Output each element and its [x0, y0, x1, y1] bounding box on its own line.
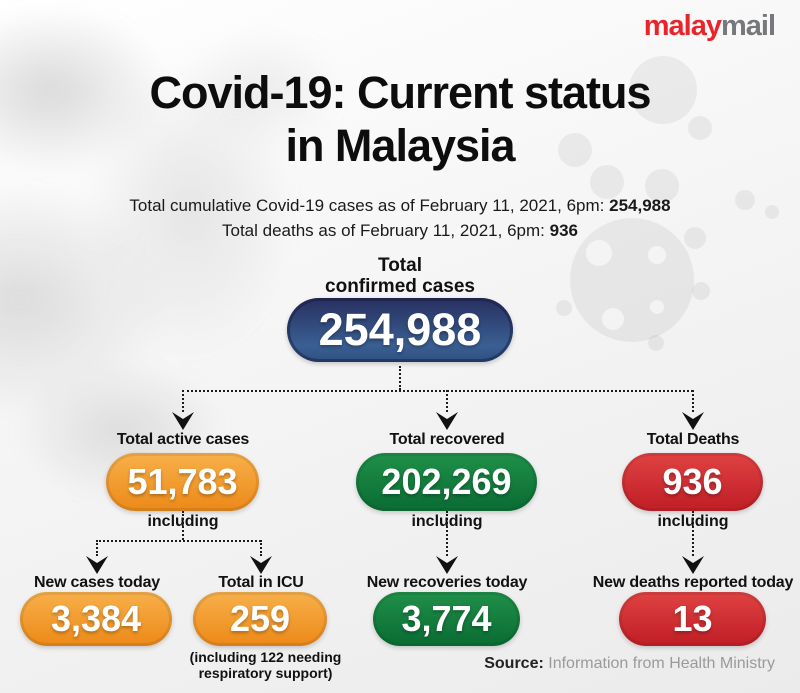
connector-horizontal — [182, 390, 693, 392]
faded-photo-background — [0, 0, 380, 530]
deco-circle — [688, 116, 712, 140]
deco-circle — [735, 190, 755, 210]
new-recoveries-label: New recoveries today — [366, 574, 528, 591]
active-cases-label: Total active cases — [116, 431, 250, 448]
down-arrow-icon — [250, 556, 272, 574]
malaymail-logo: malaymail — [643, 10, 776, 43]
subtitle-line-2: Total deaths as of February 11, 2021, 6p… — [0, 221, 800, 241]
source-label: Source: — [484, 655, 544, 672]
virus-body — [570, 218, 694, 342]
icu-note-line-1: (including 122 needing — [189, 649, 342, 665]
deaths-pill: 936 — [622, 453, 763, 511]
icu-label: Total in ICU — [218, 574, 304, 591]
connector-active — [182, 390, 184, 412]
connector-active-sub — [182, 511, 184, 540]
down-arrow-icon — [436, 412, 458, 430]
virus-satellite — [556, 300, 572, 316]
logo-mail: mail — [720, 10, 776, 42]
including-label: including — [147, 513, 219, 530]
deco-circle — [645, 169, 679, 203]
new-cases-label: New cases today — [34, 574, 160, 591]
subtitle-line-2-text: Total deaths as of February 11, 2021, 6p… — [222, 221, 550, 240]
virus-satellite — [692, 282, 710, 300]
deaths-label: Total Deaths — [646, 431, 740, 448]
connector-active-split — [96, 540, 261, 542]
icu-note: (including 122 needing respiratory suppo… — [178, 649, 353, 681]
root-label: Total confirmed cases — [0, 255, 800, 297]
deco-circle — [765, 205, 779, 219]
including-label: including — [657, 513, 729, 530]
down-arrow-icon — [86, 556, 108, 574]
connector-new-cases — [96, 540, 98, 556]
connector-recovered — [446, 390, 448, 412]
source-credit: Source: Information from Health Ministry — [484, 655, 775, 673]
connector-icu — [260, 540, 262, 556]
virus-satellite — [684, 227, 706, 249]
recovered-pill: 202,269 — [356, 453, 537, 511]
virus-spot — [602, 308, 624, 330]
subtitle-line-1: Total cumulative Covid-19 cases as of Fe… — [0, 196, 800, 216]
deco-circle — [629, 56, 697, 124]
down-arrow-icon — [682, 556, 704, 574]
virus-spot — [650, 300, 664, 314]
down-arrow-icon — [172, 412, 194, 430]
root-label-line-2: confirmed cases — [325, 276, 475, 297]
new-cases-pill: 3,384 — [20, 592, 172, 646]
total-confirmed-pill: 254,988 — [287, 298, 513, 362]
icu-note-line-2: respiratory support) — [198, 665, 333, 681]
new-recoveries-pill: 3,774 — [373, 592, 520, 646]
virus-satellite — [648, 335, 664, 351]
deco-circle — [558, 133, 592, 167]
connector-deaths-sub — [692, 511, 694, 556]
connector-deaths — [692, 390, 694, 412]
icu-pill: 259 — [193, 592, 327, 646]
connector-root — [399, 366, 401, 390]
virus-spot — [648, 246, 666, 264]
logo-malay: malay — [643, 10, 722, 42]
source-text: Information from Health Ministry — [543, 655, 775, 672]
new-deaths-label: New deaths reported today — [592, 574, 794, 591]
virus-spot — [586, 240, 612, 266]
subtitle-line-1-text: Total cumulative Covid-19 cases as of Fe… — [129, 196, 610, 215]
root-label-line-1: Total — [378, 255, 422, 276]
down-arrow-icon — [682, 412, 704, 430]
including-label: including — [411, 513, 483, 530]
connector-recovered-sub — [446, 511, 448, 556]
subtitle-line-1-value: 254,988 — [609, 196, 671, 215]
deco-circle — [590, 165, 624, 199]
recovered-label: Total recovered — [389, 431, 505, 448]
active-cases-pill: 51,783 — [106, 453, 259, 511]
title-line-1: Covid-19: Current status — [149, 67, 651, 118]
page-title: Covid-19: Current status in Malaysia — [0, 66, 800, 172]
new-deaths-pill: 13 — [619, 592, 766, 646]
subtitle-line-2-value: 936 — [549, 221, 578, 240]
down-arrow-icon — [436, 556, 458, 574]
title-line-2: in Malaysia — [285, 120, 515, 171]
